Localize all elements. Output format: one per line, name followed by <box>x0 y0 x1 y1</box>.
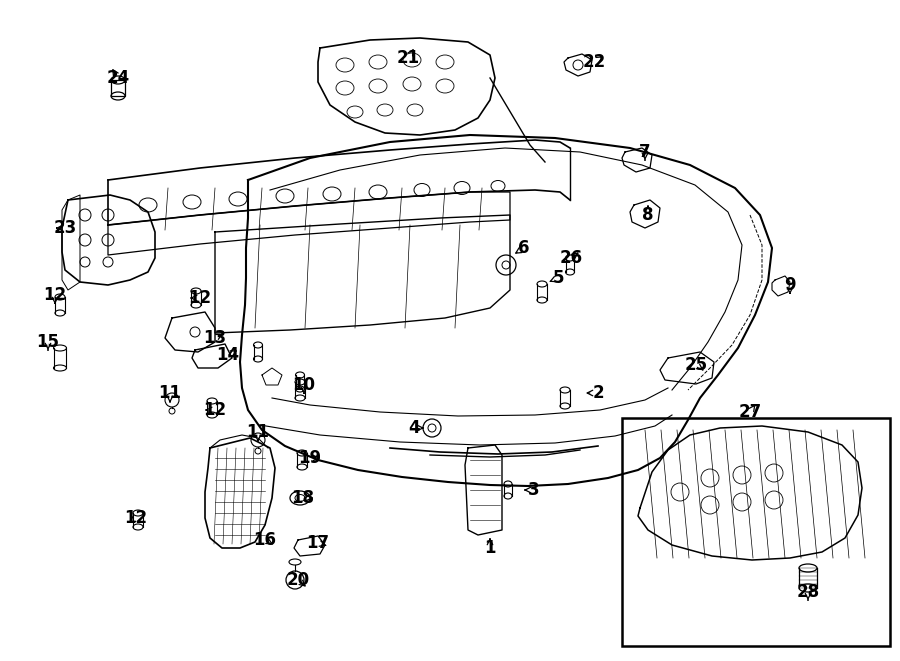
Text: 1: 1 <box>484 539 496 557</box>
Text: 16: 16 <box>254 531 276 549</box>
Text: 11: 11 <box>247 423 269 441</box>
Text: 10: 10 <box>292 376 316 394</box>
Text: 14: 14 <box>216 346 239 364</box>
Text: 27: 27 <box>738 403 761 421</box>
Text: 7: 7 <box>639 143 651 161</box>
Text: 11: 11 <box>158 384 182 402</box>
Text: 13: 13 <box>203 329 227 347</box>
Text: 18: 18 <box>292 489 314 507</box>
Bar <box>111 80 125 96</box>
Text: 4: 4 <box>409 419 419 437</box>
Bar <box>622 418 890 646</box>
Text: 12: 12 <box>203 401 227 419</box>
Text: 12: 12 <box>188 289 212 307</box>
Text: 15: 15 <box>37 333 59 351</box>
Text: 2: 2 <box>592 384 604 402</box>
Text: 26: 26 <box>560 249 582 267</box>
Text: 5: 5 <box>553 269 563 287</box>
Text: 12: 12 <box>124 509 148 527</box>
Text: 12: 12 <box>43 286 67 304</box>
Text: 25: 25 <box>684 356 707 374</box>
Text: 21: 21 <box>396 49 419 67</box>
Text: 24: 24 <box>106 69 130 87</box>
Text: 6: 6 <box>518 239 530 257</box>
Text: 23: 23 <box>53 219 76 237</box>
Text: 17: 17 <box>306 534 329 552</box>
Text: 28: 28 <box>796 583 820 601</box>
Text: 8: 8 <box>643 206 653 224</box>
Text: 22: 22 <box>582 53 606 71</box>
Text: 3: 3 <box>528 481 540 499</box>
Text: 9: 9 <box>784 276 796 294</box>
Text: 20: 20 <box>286 571 310 589</box>
Text: 19: 19 <box>299 449 321 467</box>
